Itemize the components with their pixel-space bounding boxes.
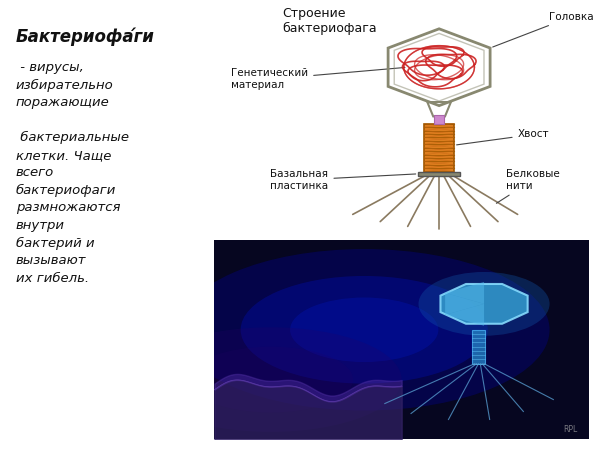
Text: - вирусы,
избирательно
поражающие

 бактериальные
клетки. Чаще
всего
бактериофаг: - вирусы, избирательно поражающие бактер…	[16, 61, 129, 284]
Polygon shape	[445, 293, 484, 315]
Text: Головка: Головка	[493, 12, 594, 47]
Text: Базальная
пластинка: Базальная пластинка	[270, 169, 416, 191]
Text: RPL: RPL	[564, 425, 577, 434]
Bar	[425, 124, 454, 172]
Ellipse shape	[290, 298, 439, 362]
Bar	[434, 115, 444, 124]
Text: Хвост: Хвост	[457, 130, 549, 145]
Ellipse shape	[179, 249, 550, 410]
Text: Бактериофа́ги: Бактериофа́ги	[16, 27, 155, 46]
Polygon shape	[445, 304, 484, 326]
Bar	[419, 172, 460, 176]
Ellipse shape	[188, 347, 353, 413]
Ellipse shape	[140, 327, 402, 432]
Bar	[472, 330, 485, 364]
Text: Строение
бактериофага: Строение бактериофага	[282, 7, 377, 35]
Polygon shape	[440, 284, 528, 324]
Text: Белковые
нити: Белковые нити	[496, 169, 559, 203]
Ellipse shape	[419, 272, 550, 336]
Ellipse shape	[240, 276, 488, 384]
Text: Генетический
материал: Генетический материал	[231, 67, 405, 90]
Polygon shape	[445, 282, 484, 304]
